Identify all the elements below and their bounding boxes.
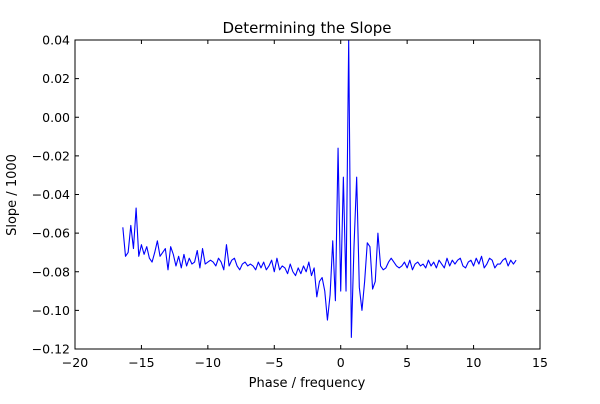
y-tick-label: −0.02: [32, 148, 70, 163]
x-tick-label: 10: [466, 355, 482, 370]
y-tick-label: 0.02: [42, 71, 70, 86]
x-tick-label: −10: [195, 355, 221, 370]
chart-title: Determining the Slope: [222, 19, 391, 37]
x-tick-label: 5: [403, 355, 411, 370]
y-tick-label: −0.08: [32, 264, 70, 279]
x-tick-label: 15: [532, 355, 548, 370]
plot-frame: [74, 39, 541, 350]
x-tick-label: 0: [337, 355, 345, 370]
y-tick-label: −0.06: [32, 226, 70, 241]
x-tick-label: −5: [265, 355, 283, 370]
x-tick-label: −20: [62, 355, 88, 370]
y-axis-label: Slope / 1000: [5, 154, 20, 236]
y-tick-label: −0.12: [32, 342, 70, 357]
y-tick-label: −0.10: [32, 303, 70, 318]
plot-area: [74, 39, 541, 350]
series-line-0: [122, 40, 517, 338]
y-tick-label: 0.00: [42, 110, 70, 125]
x-tick-label: −15: [128, 355, 154, 370]
x-axis-ticks: −20 −15 −10 −5 0 5 10 15: [62, 40, 548, 370]
y-tick-label: −0.04: [32, 187, 70, 202]
x-axis-label: Phase / frequency: [249, 376, 366, 391]
y-axis-ticks: 0.04 0.02 0.00 −0.02 −0.04 −0.06 −0.08 −0.10 −0.…: [32, 33, 540, 357]
y-tick-label: 0.04: [42, 33, 70, 48]
